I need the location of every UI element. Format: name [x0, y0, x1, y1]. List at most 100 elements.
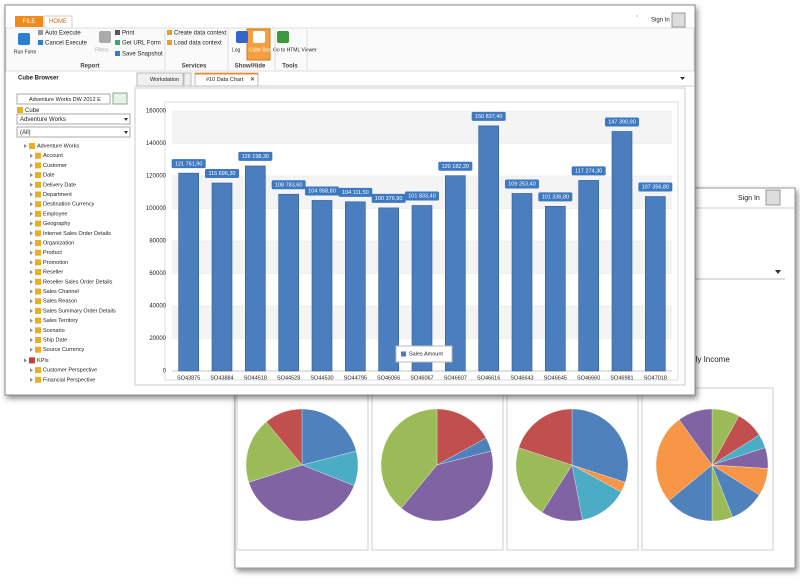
tree-item[interactable]: Date [43, 173, 55, 179]
expander[interactable] [30, 153, 33, 158]
expander[interactable] [30, 299, 33, 304]
expander[interactable] [30, 270, 33, 275]
expander[interactable] [30, 308, 33, 313]
tree-item[interactable]: Scenario [43, 328, 65, 334]
ribbon-button[interactable]: Get URL Form [122, 41, 161, 47]
bar [645, 196, 666, 372]
expander[interactable] [30, 338, 33, 342]
pie-slice [266, 408, 303, 466]
cube-value[interactable]: Adventure Works [20, 117, 66, 123]
value-label-box [171, 159, 206, 169]
ribbon-button[interactable]: Cube Browser [249, 47, 281, 53]
expander[interactable] [30, 202, 33, 207]
file-tab-label[interactable]: FILE [23, 19, 36, 25]
ribbon-button[interactable]: Filters [95, 47, 109, 53]
button-icon [167, 30, 172, 35]
ribbon-button[interactable]: Save Snapshot [122, 52, 163, 58]
tree-item[interactable]: Financial Perspective [43, 377, 95, 383]
ribbon-button[interactable]: Go to HTML Viewer [273, 47, 317, 53]
ribbon-button[interactable]: Create data context [174, 31, 227, 37]
expander[interactable] [30, 211, 33, 216]
tree-item[interactable]: Department [43, 192, 72, 198]
source-value[interactable]: Adventure Works DW 2012 E [29, 97, 101, 103]
tab-dropdown[interactable] [183, 72, 192, 87]
tab-label[interactable]: Workstation [150, 77, 179, 83]
ribbon-button[interactable]: Auto Execute [45, 31, 81, 37]
button-icon [99, 31, 111, 43]
tree-item[interactable]: Reseller [43, 270, 63, 276]
tree-icon [35, 152, 41, 159]
tree-item[interactable]: Internet Sales Order Details [43, 231, 111, 237]
tab[interactable] [136, 72, 184, 87]
value-label: 150 837,40 [475, 114, 503, 120]
expander[interactable] [30, 318, 33, 323]
tree-item[interactable]: Employee [43, 211, 67, 217]
pie-slice [655, 419, 713, 501]
expander[interactable] [30, 192, 33, 197]
filter-value[interactable]: (All) [20, 130, 31, 136]
ribbon-button[interactable]: Run Form [14, 49, 36, 55]
expander[interactable] [30, 221, 33, 226]
expander[interactable] [30, 368, 33, 373]
expander[interactable] [30, 163, 33, 168]
source-select[interactable] [16, 93, 111, 105]
sign-in[interactable]: Sign In [651, 18, 670, 24]
tab-close[interactable]: ✕ [250, 77, 255, 83]
expander[interactable] [30, 328, 33, 333]
tree-item[interactable]: Sales Territory [43, 318, 78, 324]
expander[interactable] [30, 260, 33, 265]
tree-item[interactable]: Organization [43, 240, 74, 246]
home-tab-label[interactable]: HOME [49, 19, 67, 25]
expander[interactable] [30, 250, 33, 255]
tree-icon [35, 288, 41, 295]
tree-item[interactable]: Product [43, 250, 62, 256]
minimize[interactable]: ˇ [636, 17, 638, 23]
legend [395, 345, 453, 363]
cube-select[interactable] [16, 113, 131, 125]
tree-item[interactable]: Sales Channel [43, 289, 79, 295]
dropdown-arrow[interactable] [775, 270, 781, 274]
ribbon-button[interactable]: Print [122, 31, 135, 37]
tree-item[interactable]: Source Currency [43, 347, 85, 353]
value-label-box [238, 151, 273, 161]
bar [478, 125, 499, 372]
expander[interactable] [30, 347, 33, 352]
tree-item[interactable]: Delivery Date [43, 182, 76, 188]
expander[interactable] [30, 377, 33, 382]
expander[interactable] [30, 173, 33, 178]
ribbon-button[interactable]: Load data context [174, 41, 222, 47]
x-tick-label: SO46607 [444, 375, 467, 381]
tree-item[interactable]: Customer Perspective [43, 368, 97, 374]
value-label: 121 761,90 [175, 161, 203, 167]
panel-menu[interactable] [680, 77, 685, 80]
tree-icon [35, 367, 41, 374]
tree-item[interactable]: KPIs [37, 358, 49, 364]
expander[interactable] [30, 231, 33, 236]
sign-in[interactable]: Sign In [738, 195, 760, 202]
tree-item[interactable]: Ship Date [43, 337, 67, 343]
refresh-button[interactable] [112, 92, 128, 105]
tree-item[interactable]: Sales Reason [43, 299, 77, 305]
tree-item[interactable]: Adventure Works [37, 143, 79, 149]
expander[interactable] [24, 358, 27, 363]
ribbon-button[interactable]: Log [232, 47, 241, 53]
expander[interactable] [30, 279, 33, 284]
tree-item[interactable]: Geography [43, 221, 70, 227]
expander[interactable] [30, 241, 33, 245]
pie-slice [245, 421, 303, 483]
expander[interactable] [30, 289, 33, 294]
tree-item[interactable]: Reseller Sales Order Details [43, 279, 113, 285]
expander[interactable] [24, 144, 27, 148]
filter-select[interactable] [16, 126, 131, 138]
tree-item[interactable]: Customer [43, 163, 67, 169]
button-icon [115, 51, 120, 56]
tab-label[interactable]: #10 Data Chart [206, 77, 244, 83]
expander[interactable] [30, 182, 33, 187]
tree-item[interactable]: Destination Currency [43, 202, 95, 208]
ribbon-button[interactable]: Cancel Execute [45, 41, 88, 47]
ribbon-group: Show/Hide [235, 64, 266, 70]
tree-item[interactable]: Promotion [43, 260, 68, 266]
file-tab[interactable] [15, 16, 43, 27]
tree-item[interactable]: Sales Summary Order Details [43, 308, 116, 314]
tree-item[interactable]: Account [43, 153, 63, 159]
